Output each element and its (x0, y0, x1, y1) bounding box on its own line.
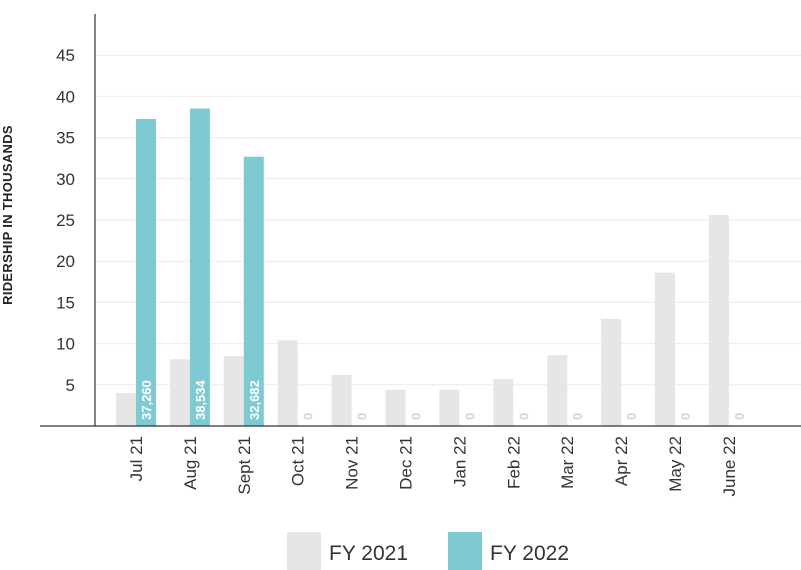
x-tick-label: Jan 22 (450, 436, 469, 487)
legend: FY 2021 FY 2022 (287, 532, 569, 570)
data-label-fy2022: 0 (570, 413, 585, 420)
y-tick-label: 30 (56, 170, 75, 189)
legend-swatch (448, 532, 482, 570)
y-tick-labels: 5 10 15 20 25 30 35 40 45 (56, 46, 75, 395)
bar-fy2021 (655, 272, 675, 426)
bar-fy2021 (601, 318, 622, 426)
data-label-fy2022: 0 (355, 413, 370, 420)
data-label-fy2022: 0 (301, 413, 316, 420)
x-tick-label: Feb 22 (504, 436, 523, 489)
data-label-fy2022: 0 (732, 413, 747, 420)
data-label-fy2022: 0 (462, 413, 477, 420)
bars (116, 108, 729, 426)
legend-swatch (287, 532, 321, 570)
bar-fy2021 (708, 215, 729, 426)
y-tick-label: 25 (56, 211, 75, 230)
x-tick-label: Nov 21 (343, 436, 362, 490)
x-tick-label: Oct 21 (289, 436, 308, 486)
x-tick-label: Sept 21 (235, 436, 254, 495)
legend-label: FY 2021 (329, 542, 408, 565)
axes (40, 14, 801, 427)
gridlines (95, 54, 801, 386)
data-label-fy2022: 0 (409, 413, 424, 420)
y-tick-label: 20 (56, 252, 75, 271)
bar-fy2022 (243, 156, 264, 426)
data-label-fy2022: 37,260 (139, 380, 154, 420)
x-tick-label: May 22 (666, 436, 685, 492)
data-labels: 37,260 38,534 32,682 0 0 0 0 0 0 0 0 0 (139, 379, 747, 420)
bar-fy2021 (385, 389, 406, 426)
x-tick-label: Mar 22 (558, 436, 577, 489)
legend-label: FY 2022 (490, 542, 569, 565)
x-tick-labels: Jul 21 Aug 21 Sept 21 Oct 21 Nov 21 Dec 21 Jan… (127, 436, 739, 497)
bar-fy2021 (331, 374, 352, 426)
bar-fy2021 (169, 359, 190, 426)
y-tick-label: 40 (56, 87, 75, 106)
bar-fy2021 (223, 355, 244, 426)
bar-fy2021 (116, 393, 136, 426)
x-tick-label: Apr 22 (612, 436, 631, 486)
data-label-fy2022: 32,682 (247, 380, 262, 420)
y-tick-label: 35 (56, 129, 75, 148)
bar-fy2021 (493, 379, 514, 426)
data-label-fy2022: 0 (516, 413, 531, 420)
y-tick-label: 5 (66, 376, 75, 395)
x-tick-label: Jul 21 (127, 436, 146, 481)
data-label-fy2022: 0 (678, 413, 693, 420)
bar-fy2022 (189, 108, 210, 426)
x-tick-label: June 22 (720, 436, 739, 497)
bar-fy2022 (136, 118, 156, 426)
y-axis-label: RIDERSHIP IN THOUSANDS (0, 125, 15, 305)
data-label-fy2022: 0 (624, 413, 639, 420)
y-tick-label: 15 (56, 293, 75, 312)
y-tick-label: 45 (56, 46, 75, 65)
bar-fy2021 (547, 355, 568, 426)
bar-fy2021 (277, 340, 298, 426)
y-tick-label: 10 (56, 335, 75, 354)
x-tick-label: Aug 21 (181, 436, 200, 490)
x-tick-label: Dec 21 (397, 436, 416, 490)
bar-fy2021 (439, 389, 460, 426)
data-label-fy2022: 38,534 (193, 379, 208, 420)
